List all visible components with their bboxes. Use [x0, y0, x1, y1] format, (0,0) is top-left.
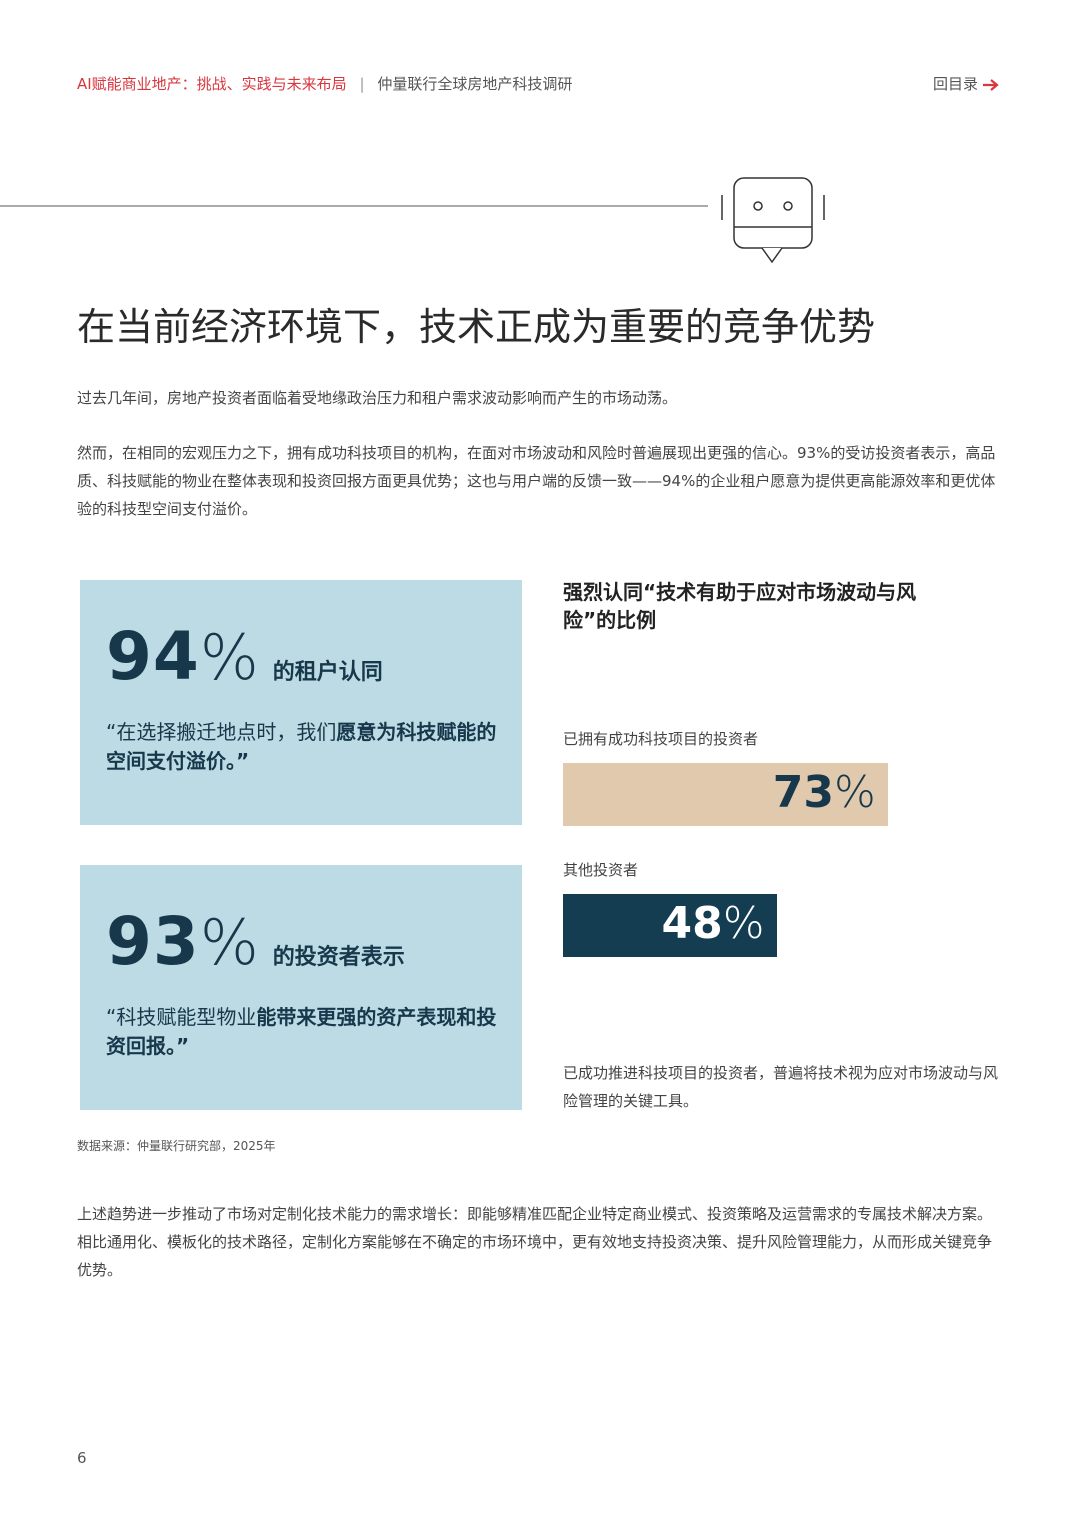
stat-label: 的租户认同 — [272, 660, 383, 685]
intro-paragraph: 过去几年间，房地产投资者面临着受地缘政治压力和租户需求波动影响而产生的市场动荡。 — [77, 389, 678, 407]
source: 数据来源：仲量联行研究部，2025年 — [77, 1139, 276, 1153]
quote-text: “科技赋能型物业 — [106, 1005, 257, 1029]
category-label: 已拥有成功科技项目的投资者 — [563, 730, 759, 748]
back-link-text[interactable]: 回目录 — [933, 75, 979, 93]
value-label: 48% — [662, 898, 765, 949]
value-label: 73% — [773, 767, 876, 818]
quote-text: “在选择搬迁地点时，我们 — [106, 720, 337, 744]
back-link[interactable]: 回目录 — [933, 73, 999, 94]
page-number: 6 — [77, 1449, 87, 1467]
stat-unit: % — [199, 906, 259, 979]
page-title: 在当前经济环境下，技术正成为重要的竞争优势 — [77, 305, 876, 349]
report-title: AI赋能商业地产：挑战、实践与未来布局 — [77, 75, 347, 93]
value-unit: % — [834, 767, 876, 818]
quote-text: 能带来更强的资产表现和投资回报。” — [106, 1005, 497, 1058]
stat-box: 94% 的租户认同 “在选择搬迁地点时，我们愿意为科技赋能的空间支付溢价。” — [80, 580, 522, 825]
stat-headline: 93% 的投资者表示 — [106, 903, 405, 980]
bar: 48% — [563, 894, 777, 957]
value-number: 48 — [661, 898, 723, 949]
stat-quote: “科技赋能型物业能带来更强的资产表现和投资回报。” — [106, 1003, 506, 1061]
chart-title: 强烈认同“技术有助于应对市场波动与风险”的比例 — [563, 580, 917, 632]
stat-value: 93 — [106, 903, 200, 980]
stat-headline: 94% 的租户认同 — [106, 618, 383, 695]
category-label: 其他投资者 — [563, 861, 639, 879]
intro-paragraph: 然而，在相同的宏观压力之下，拥有成功科技项目的机构，在面对市场波动和风险时普遍展… — [77, 444, 996, 518]
stat-box: 93% 的投资者表示 “科技赋能型物业能带来更强的资产表现和投资回报。” — [80, 865, 522, 1110]
stat-unit: % — [199, 621, 259, 694]
stat-value: 94 — [106, 618, 200, 695]
bar: 73% — [563, 763, 888, 826]
body-paragraph: 上述趋势进一步推动了市场对定制化技术能力的需求增长：即能够精准匹配企业特定商业模… — [77, 1205, 993, 1279]
quote-text: 愿意为科技赋能的空间支付溢价。” — [106, 720, 497, 773]
header: AI赋能商业地产：挑战、实践与未来布局 | 仲量联行全球房地产科技调研 — [77, 73, 572, 94]
arrow-icon — [982, 78, 999, 91]
value-number: 73 — [772, 767, 835, 818]
stat-quote: “在选择搬迁地点时，我们愿意为科技赋能的空间支付溢价。” — [106, 718, 506, 776]
chart-note: 已成功推进科技项目的投资者，普遍将技术视为应对市场波动与风险管理的关键工具。 — [563, 1064, 999, 1110]
separator: | — [359, 75, 365, 93]
stat-label: 的投资者表示 — [272, 945, 405, 970]
divider-robot — [0, 177, 825, 264]
report-subtitle: 仲量联行全球房地产科技调研 — [377, 75, 573, 93]
value-unit: % — [722, 898, 765, 949]
